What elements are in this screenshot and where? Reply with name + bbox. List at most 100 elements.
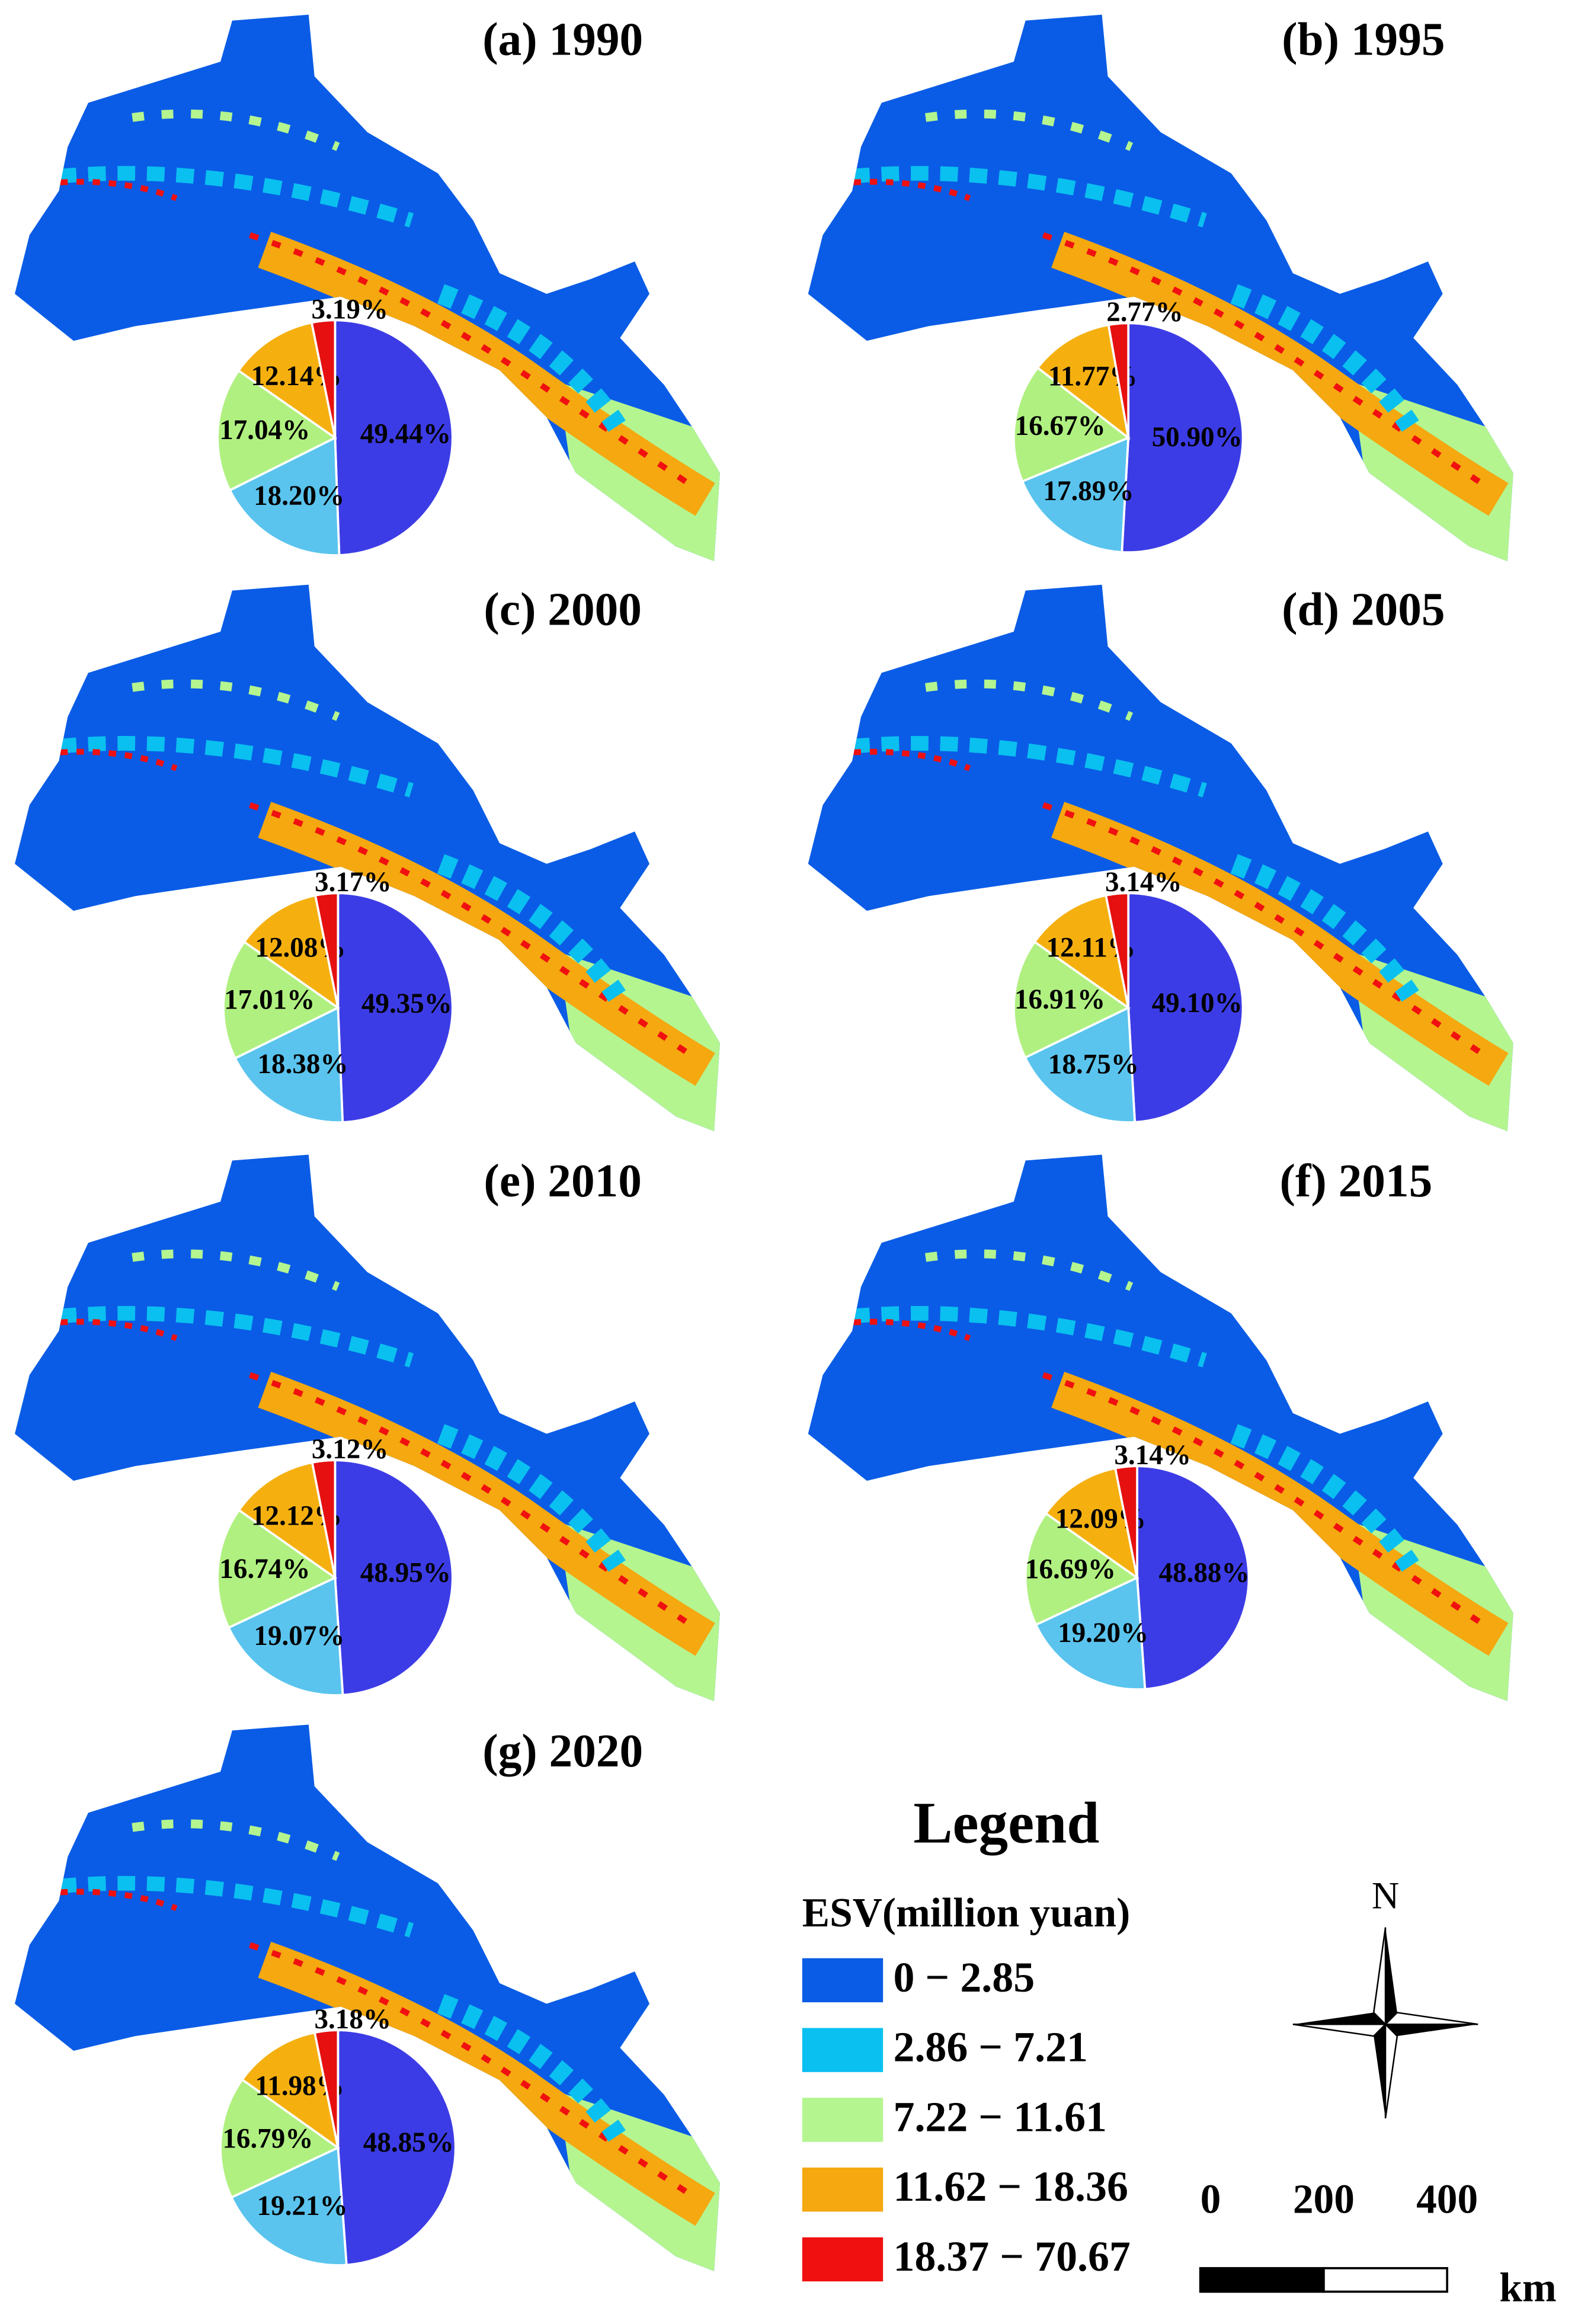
charts: (a) 199049.44%18.20%17.04%12.14%3.19%(b)… — [216, 14, 1445, 2267]
panel-title: (b) 1995 — [1282, 14, 1445, 66]
pie-slice — [1024, 1512, 1140, 1627]
data-label: 19.21% — [257, 2191, 348, 2221]
legend-title: Legend — [913, 1791, 1099, 1855]
pie-chart: 49.44%18.20%17.04%12.14%3.19% — [216, 294, 454, 556]
legend-label: 2.86 − 7.21 — [894, 2024, 1088, 2071]
legend-swatch — [802, 2237, 884, 2282]
pie-slice — [334, 1459, 454, 1696]
pie-slice — [219, 2077, 341, 2199]
data-label: 2.77% — [1106, 297, 1183, 328]
pie-slice — [310, 319, 337, 438]
scale-tick-label: 200 — [1293, 2177, 1355, 2223]
panel-title: (c) 2000 — [484, 583, 642, 635]
legend-swatch — [802, 1958, 884, 2003]
panel-title: (f) 2015 — [1280, 1155, 1433, 1207]
panel-title: (d) 2005 — [1282, 583, 1445, 635]
data-label: 3.17% — [315, 867, 392, 898]
legend-label: 7.22 − 11.61 — [894, 2093, 1107, 2140]
data-label: 3.14% — [1114, 1440, 1191, 1471]
data-label: 18.20% — [254, 481, 344, 511]
pie-slice — [227, 1576, 344, 1696]
data-label: 18.38% — [258, 1049, 348, 1080]
pie-chart: 48.95%19.07%16.74%12.12%3.12% — [216, 1434, 454, 1696]
pie-slice — [337, 2029, 457, 2267]
data-label: 3.18% — [314, 2004, 391, 2035]
legend-label: 11.62 − 18.36 — [894, 2163, 1128, 2210]
data-label: 18.75% — [1048, 1049, 1139, 1080]
data-label: 16.91% — [1014, 984, 1105, 1015]
pie-slice — [334, 319, 454, 556]
scale-segment — [1323, 2267, 1449, 2293]
legend-label: 0 − 2.85 — [894, 1954, 1035, 2001]
panel-title: (g) 2020 — [482, 1725, 643, 1777]
pie-slice — [1113, 1465, 1138, 1578]
data-label: 19.20% — [1058, 1618, 1148, 1648]
pie-slice — [311, 1459, 337, 1578]
data-label: 16.69% — [1025, 1554, 1116, 1584]
pie-chart: 49.35%18.38%17.01%12.08%3.17% — [222, 867, 454, 1123]
data-label: 3.19% — [311, 294, 388, 325]
pie-chart: 48.88%19.20%16.69%12.09%3.14% — [1024, 1440, 1250, 1691]
pie-slice — [1020, 436, 1130, 553]
legend-swatch — [802, 2098, 884, 2142]
pie-chart: 50.90%17.89%16.67%11.77%2.77% — [1012, 297, 1244, 554]
panel-title: (e) 2010 — [484, 1155, 642, 1207]
pie-slice — [233, 1006, 344, 1123]
data-label: 16.74% — [219, 1554, 310, 1584]
data-label: 48.88% — [1159, 1557, 1250, 1588]
legend-subtitle: ESV(million yuan) — [802, 1890, 1130, 1936]
data-label: 16.67% — [1015, 411, 1106, 441]
pie-slice — [1127, 892, 1244, 1123]
pie-slice — [216, 369, 338, 492]
pie-slice — [1034, 1576, 1147, 1691]
pie-slice — [1136, 1465, 1250, 1691]
pie-slice — [237, 321, 337, 440]
data-label: 49.10% — [1152, 988, 1243, 1019]
pie-slice — [241, 2031, 340, 2150]
pie-slice — [1033, 894, 1130, 1010]
data-label: 50.90% — [1152, 422, 1243, 453]
pie-slice — [222, 940, 341, 1060]
pie-slice — [1012, 940, 1131, 1059]
pie-slice — [1023, 1006, 1137, 1123]
pie-slice — [216, 1508, 338, 1630]
scale-unit: km — [1499, 2265, 1556, 2310]
pie-slice — [242, 894, 340, 1010]
scale-bar: km 0 200 400 — [1199, 2177, 1557, 2310]
scale-segment — [1199, 2267, 1325, 2293]
data-label: 17.04% — [219, 415, 310, 446]
scale-tick-label: 0 — [1201, 2177, 1221, 2223]
pie-slice — [237, 1461, 337, 1580]
pie-slice — [313, 892, 340, 1009]
data-label: 16.79% — [222, 2124, 313, 2155]
data-label: 19.07% — [254, 1621, 344, 1651]
pie-slice — [337, 892, 454, 1123]
pie-slice — [1012, 366, 1131, 483]
pie-slice — [228, 436, 341, 556]
pie-chart: 48.85%19.21%16.79%11.98%3.18% — [219, 2004, 457, 2267]
data-label: 49.44% — [360, 418, 451, 449]
data-label: 17.89% — [1043, 476, 1134, 507]
pie-slice — [1105, 892, 1130, 1009]
legend-swatch — [802, 2028, 884, 2072]
legend: 0 − 2.85 2.86 − 7.21 7.22 − 11.61 11.62 − 1… — [802, 1954, 1131, 2282]
data-label: 3.12% — [312, 1434, 389, 1465]
data-label: 3.14% — [1105, 867, 1182, 898]
data-label: 17.01% — [224, 984, 315, 1015]
north-arrow: N — [1292, 1874, 1478, 2119]
pie-slice — [313, 2029, 340, 2148]
panel-title: (a) 1990 — [482, 14, 643, 66]
data-label: 48.95% — [360, 1557, 451, 1588]
data-label: 48.85% — [363, 2127, 454, 2158]
legend-swatch — [802, 2167, 884, 2212]
data-label: 49.35% — [361, 988, 452, 1019]
pie-slice — [1036, 324, 1130, 441]
pie-slice — [1044, 1467, 1139, 1580]
scale-tick-label: 400 — [1416, 2177, 1478, 2223]
north-label: N — [1372, 1874, 1400, 1916]
pie-slice — [1121, 322, 1244, 554]
legend-label: 18.37 − 70.67 — [894, 2233, 1131, 2280]
pie-slice — [230, 2146, 348, 2267]
